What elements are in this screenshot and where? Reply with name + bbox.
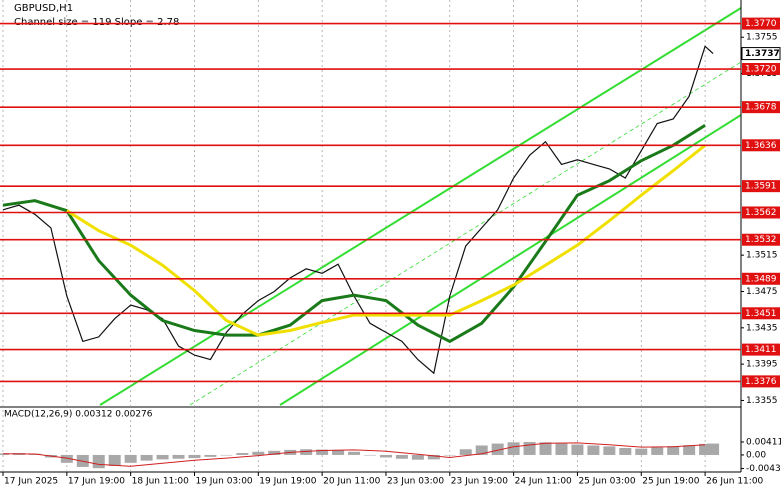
y-tick-label: 1.3395	[746, 360, 778, 370]
y-tick-label: 1.3435	[746, 323, 778, 333]
macd-bar	[204, 454, 217, 457]
macd-bar	[379, 454, 392, 458]
x-tick-label: 23 Jun 19:00	[451, 477, 508, 487]
level-label: 1.3720	[745, 65, 777, 75]
x-tick-label: 18 Jun 11:00	[132, 477, 189, 487]
current-price-label: 1.3737	[745, 49, 780, 59]
level-label: 1.3770	[745, 19, 777, 29]
level-label: 1.3591	[745, 182, 777, 192]
y-tick-label: 1.3475	[746, 287, 778, 297]
level-tag	[742, 63, 780, 76]
price-line	[2, 45, 714, 375]
macd-bar	[427, 454, 440, 460]
y-tick-label: 0.00	[746, 450, 766, 460]
y-tick-label: 1.3355	[746, 396, 778, 406]
level-label: 1.3636	[745, 141, 777, 151]
level-tag	[742, 101, 780, 114]
level-tag	[742, 343, 780, 356]
macd-bar	[411, 454, 424, 460]
chart-title: GBPUSD,H1	[14, 3, 73, 14]
macd-bar	[683, 445, 696, 455]
level-tag	[742, 180, 780, 193]
macd-bar	[699, 443, 712, 455]
price-line	[66, 144, 707, 337]
macd-bar	[332, 449, 345, 455]
macd-signal	[2, 442, 706, 467]
y-tick-label: 1.3515	[746, 251, 778, 261]
x-tick-label: 23 Jun 03:00	[387, 477, 444, 487]
macd-title: MACD(12,26,9) 0.00312 0.00276	[4, 410, 153, 420]
macd-bar	[300, 449, 313, 455]
channel-upper	[99, 7, 742, 406]
macd-bar	[459, 449, 472, 455]
macd-bar	[124, 454, 137, 463]
macd-bar	[507, 442, 520, 455]
x-tick-label: 25 Jun 19:00	[642, 477, 699, 487]
macd-bar	[108, 454, 121, 466]
level-tag	[742, 307, 780, 320]
level-tag	[742, 272, 780, 285]
channel-lower	[279, 114, 742, 406]
macd-bar	[395, 454, 408, 459]
macd-bar	[316, 449, 329, 455]
macd-bar	[475, 445, 488, 455]
macd-bar	[156, 454, 169, 460]
macd-bar	[619, 448, 632, 455]
x-tick-label: 26 Jun 11:00	[706, 477, 763, 487]
macd-bar	[348, 451, 361, 455]
macd-bar	[587, 445, 600, 455]
level-tag	[742, 206, 780, 219]
y-tick-label: -0.00431	[746, 464, 781, 474]
x-tick-label: 17 Jun 19:00	[68, 477, 125, 487]
macd-bar	[523, 442, 536, 455]
macd-bar	[220, 454, 233, 456]
macd-bar	[92, 454, 105, 469]
macd-bar	[603, 446, 616, 455]
y-tick-label: 1.3755	[746, 33, 778, 43]
macd-bar	[60, 454, 73, 463]
macd-bar	[268, 450, 281, 455]
macd-bar	[364, 454, 377, 456]
macd-bar	[635, 448, 648, 455]
macd-bar	[707, 443, 720, 455]
level-label: 1.3532	[745, 235, 777, 245]
macd-bar	[651, 447, 664, 455]
level-label: 1.3678	[745, 103, 777, 113]
x-tick-label: 19 Jun 19:00	[259, 477, 316, 487]
current-price-tag	[741, 47, 781, 61]
level-tag	[742, 17, 780, 30]
x-tick-label: 20 Jun 11:00	[323, 477, 380, 487]
x-tick-label: 24 Jun 11:00	[515, 477, 572, 487]
macd-bar	[539, 442, 552, 455]
level-label: 1.3411	[745, 345, 777, 355]
level-label: 1.3489	[745, 274, 777, 284]
level-label: 1.3376	[745, 377, 777, 387]
macd-bar	[555, 443, 568, 455]
level-tag	[742, 139, 780, 152]
macd-bar	[236, 453, 249, 455]
macd-bar	[140, 454, 153, 461]
level-label: 1.3451	[745, 309, 777, 319]
level-tag	[742, 375, 780, 388]
chart-subtitle: Channel size = 119 Slope = 2.78	[14, 17, 179, 28]
x-tick-label: 17 Jun 2025	[4, 477, 58, 487]
macd-bar	[491, 443, 504, 455]
y-tick-label: 0.00411	[746, 437, 781, 447]
macd-bar	[172, 454, 185, 459]
x-tick-label: 25 Jun 03:00	[578, 477, 635, 487]
x-tick-label: 19 Jun 03:00	[195, 477, 252, 487]
macd-bar	[667, 446, 680, 455]
level-label: 1.3562	[745, 208, 777, 218]
macd-bar	[443, 454, 456, 456]
level-tag	[742, 233, 780, 246]
macd-bar	[571, 444, 584, 455]
macd-bar	[188, 454, 201, 459]
channel-middle	[189, 61, 742, 406]
macd-bar	[252, 451, 265, 455]
price-line	[2, 124, 706, 344]
